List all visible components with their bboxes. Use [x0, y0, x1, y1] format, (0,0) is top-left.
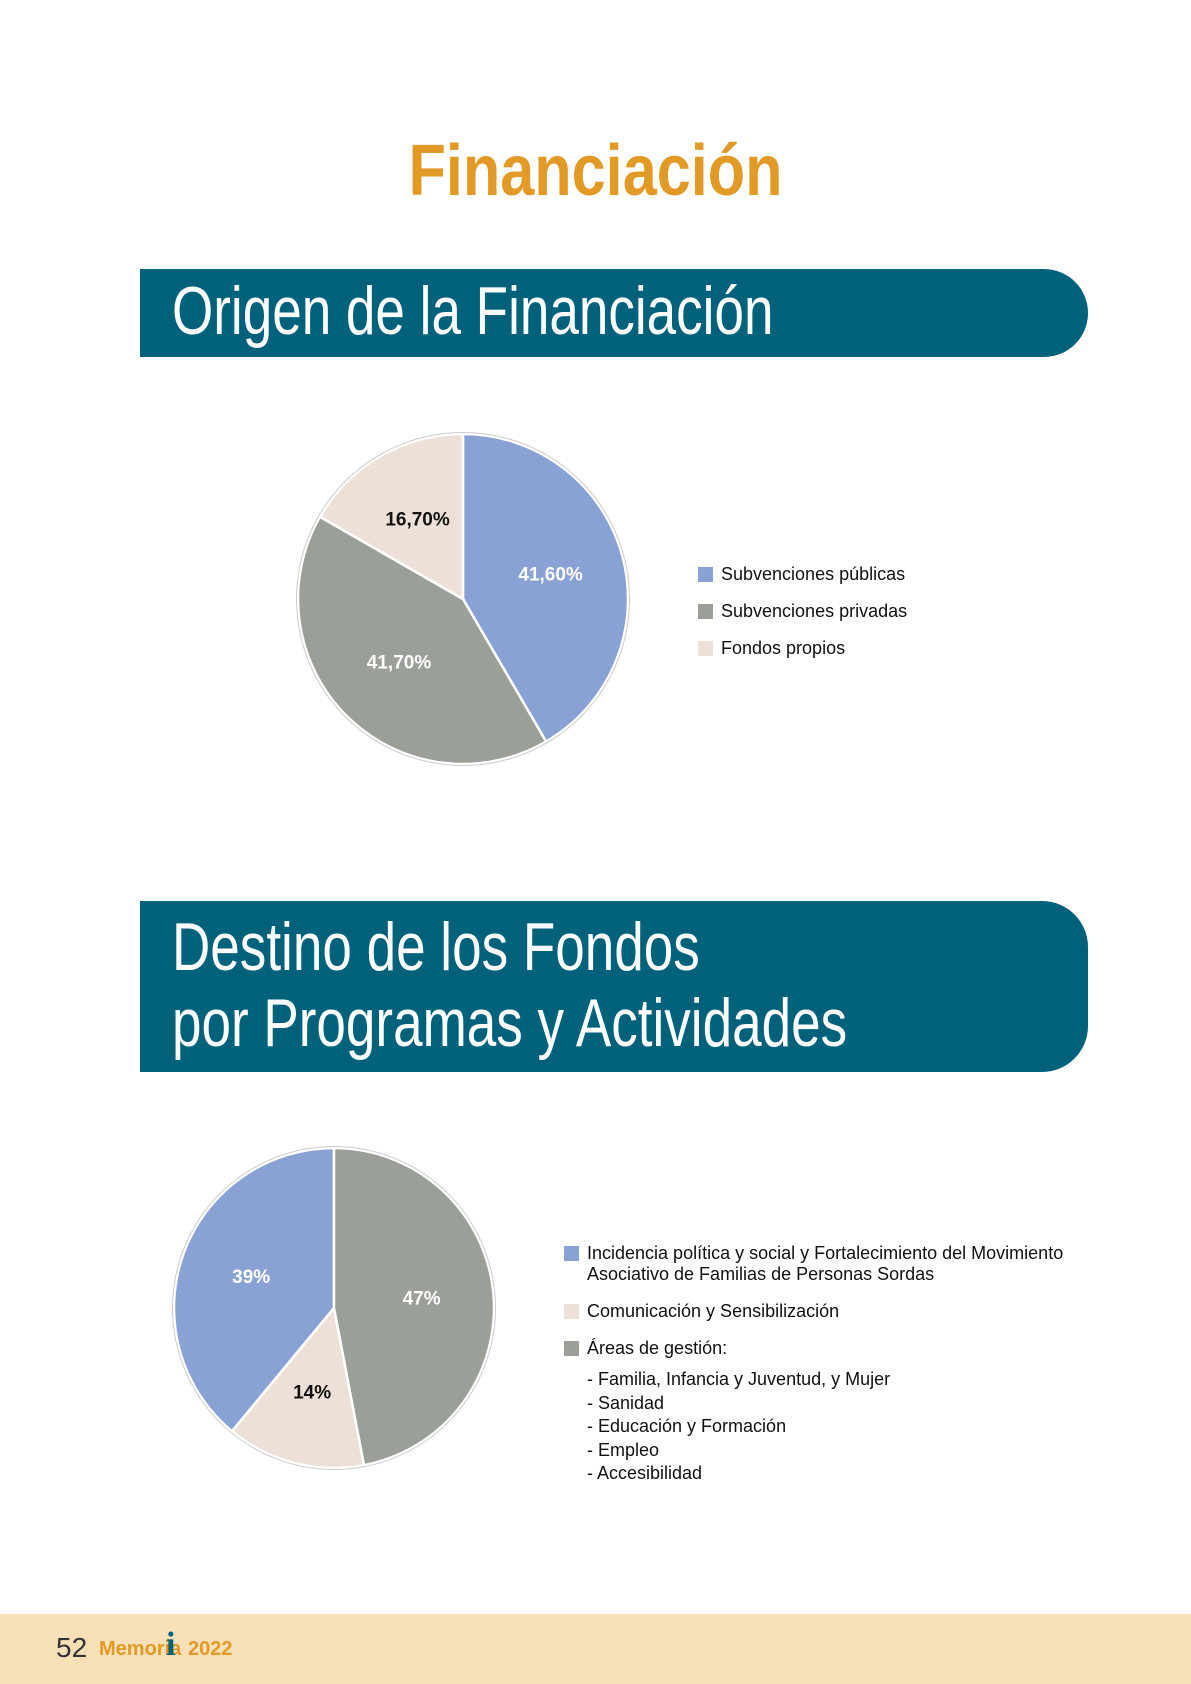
pie-slice	[172, 1146, 336, 1434]
legend-swatch	[564, 1341, 579, 1356]
legend-swatch	[564, 1246, 579, 1261]
footer: 52 Memoria i 2022	[0, 1614, 1191, 1684]
legend-entry: Subvenciones públicas	[698, 564, 1098, 585]
legend-label: Subvenciones públicas	[721, 564, 906, 584]
heading-line: Origen de la Financiación	[172, 273, 774, 349]
legend-note: - Familia, Infancia y Juventud, y Mujer	[587, 1369, 891, 1389]
pie-slice	[332, 1146, 496, 1467]
legend-swatch	[698, 604, 713, 619]
legend-entry: Subvenciones privadas	[698, 601, 1098, 622]
pie-outline	[296, 432, 630, 766]
value-label: 41,70%	[367, 652, 432, 673]
legend-note: - Empleo	[587, 1439, 660, 1460]
legend-entry: Incidencia política y social y Fortaleci…	[564, 1243, 1084, 1285]
legend-swatch	[698, 567, 713, 582]
legend-label: Fondos propios	[721, 638, 846, 658]
footer-year: 2022	[188, 1638, 233, 1660]
legend-note: - Sanidad	[587, 1392, 665, 1413]
pie-slice	[296, 515, 548, 766]
heading: Origen de la Financiación	[140, 269, 1088, 349]
section-banner: Origen de la Financiación	[140, 269, 1088, 357]
page-title: Financiación	[408, 131, 783, 211]
footer-label: Memoria	[99, 1638, 182, 1660]
legend-swatch	[698, 641, 713, 656]
legend-label: Incidencia política y social y Fortaleci…	[587, 1243, 1064, 1284]
legend-entry: Áreas de gestión:	[564, 1338, 1084, 1359]
legend-swatch	[564, 1304, 579, 1319]
legend-note: - Educación y Formación	[587, 1416, 787, 1436]
heading-line: Destino de los Fondos	[172, 909, 700, 985]
legend-note: - Accesibilidad	[587, 1463, 703, 1483]
pie-outline	[172, 1146, 496, 1470]
pie-slice	[230, 1305, 366, 1470]
pie-slice	[318, 432, 465, 602]
legend-label: Comunicación y Sensibilización	[587, 1301, 840, 1321]
page-number: 52	[56, 1632, 88, 1663]
pie-slice	[461, 432, 630, 744]
value-label: 14%	[293, 1382, 331, 1403]
value-label: 16,70%	[385, 509, 450, 530]
logo: i	[166, 1626, 176, 1663]
legend-entry: Comunicación y Sensibilización	[564, 1301, 1084, 1322]
heading-line: por Programas y Actividades	[172, 985, 848, 1061]
value-label: 47%	[403, 1289, 441, 1310]
value-label: 41,60%	[518, 564, 583, 585]
legend-label: Áreas de gestión:	[587, 1338, 728, 1358]
value-label: 39%	[232, 1267, 270, 1288]
legend-label: Subvenciones privadas	[721, 601, 908, 621]
legend-entry: Fondos propios	[698, 638, 1098, 659]
heading: Destino de los Fondos por Programas y Ac…	[140, 901, 1088, 1061]
section-banner: Destino de los Fondos por Programas y Ac…	[140, 901, 1088, 1072]
